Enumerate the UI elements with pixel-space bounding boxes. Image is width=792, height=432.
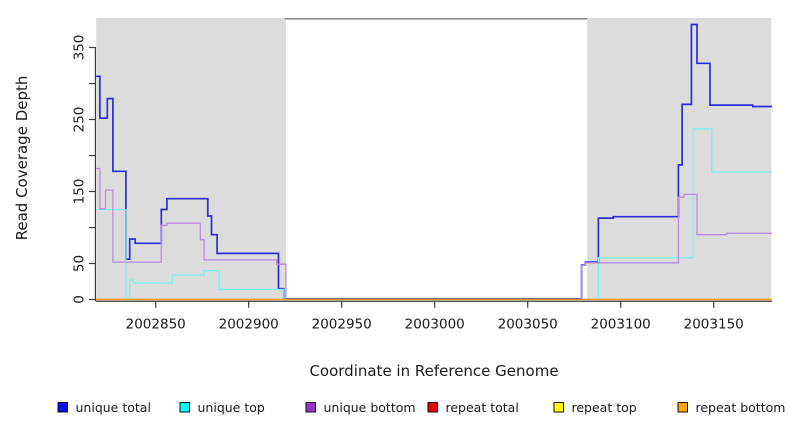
legend-item-repeat-total: repeat total: [427, 400, 519, 415]
x-axis-title: Coordinate in Reference Genome: [309, 362, 558, 380]
legend-item-unique-top: unique top: [179, 400, 265, 415]
legend-item-label: unique total: [76, 400, 151, 415]
legend-swatch: [677, 402, 688, 413]
legend-swatch: [553, 402, 564, 413]
y-tick-label: 0: [72, 295, 88, 304]
legend: unique total unique top unique bottom repea…: [57, 400, 786, 415]
y-tick-label: 350: [72, 35, 88, 61]
legend-item-unique-bottom: unique bottom: [305, 400, 416, 415]
highlight-region: [587, 18, 772, 302]
legend-item-unique-total: unique total: [57, 400, 151, 415]
legend-swatch: [179, 402, 190, 413]
y-tick-label: 50: [72, 255, 88, 272]
legend-item-label: repeat bottom: [696, 400, 786, 415]
y-axis-title: Read Coverage Depth: [13, 76, 31, 241]
x-tick-label: 2002950: [312, 316, 372, 332]
x-tick-label: 2002900: [219, 316, 279, 332]
legend-swatch: [427, 402, 438, 413]
series-line-unique-bottom: [96, 167, 772, 301]
x-tick-label: 2003100: [591, 316, 651, 332]
highlight-region: [96, 18, 286, 302]
series-lines: [96, 23, 772, 301]
legend-item-repeat-top: repeat top: [553, 400, 637, 415]
legend-swatch: [305, 402, 316, 413]
legend-item-repeat-bottom: repeat bottom: [677, 400, 786, 415]
series-line-unique-top: [96, 128, 772, 301]
legend-item-label: repeat top: [572, 400, 637, 415]
legend-swatch: [57, 402, 68, 413]
x-tick-label: 2003150: [684, 316, 744, 332]
legend-item-label: repeat total: [446, 400, 519, 415]
x-tick-label: 2002850: [126, 316, 186, 332]
y-tick-label: 150: [72, 179, 88, 205]
x-tick-label: 2003050: [498, 316, 558, 332]
x-tick-label: 2003000: [405, 316, 465, 332]
plot-background: [96, 17, 772, 302]
legend-item-label: unique top: [198, 400, 265, 415]
legend-item-label: unique bottom: [324, 400, 416, 415]
axes: 2002850 2002900 2002950 2003000 2003050 20031…: [72, 35, 772, 332]
y-tick-label: 250: [72, 107, 88, 133]
